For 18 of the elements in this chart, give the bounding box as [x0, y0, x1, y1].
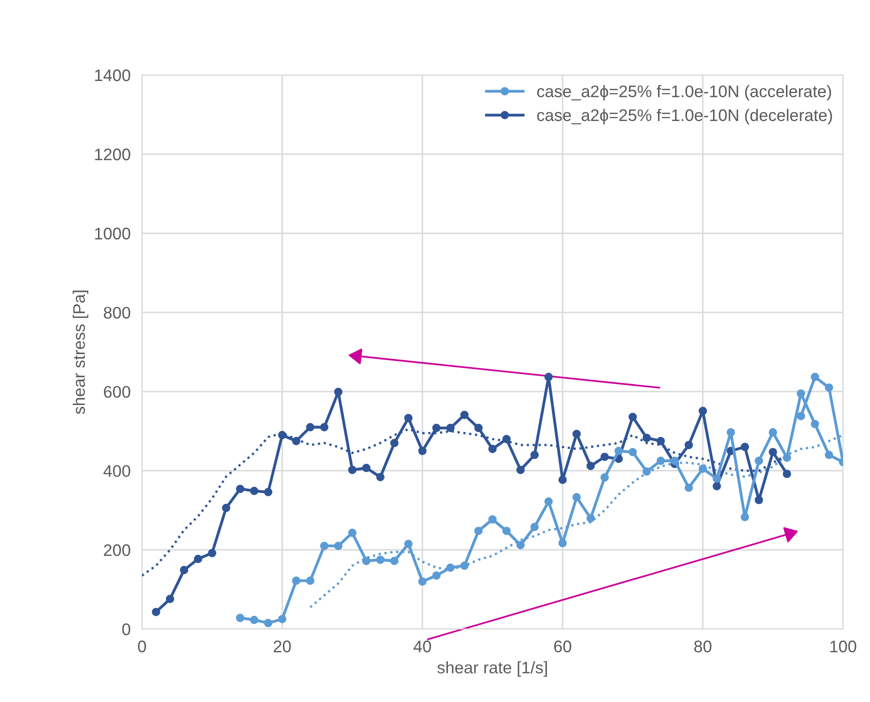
- y-tick-label: 1200: [95, 148, 130, 160]
- y-tick-label: 400: [103, 465, 130, 477]
- y-tick-label: 800: [104, 306, 130, 319]
- x-tick-label: 0: [138, 640, 146, 652]
- x-tick-label: 80: [694, 640, 712, 652]
- x-tick-label: 60: [554, 640, 572, 652]
- y-tick-label: 0: [122, 623, 130, 636]
- x-tick-label: 20: [274, 640, 291, 652]
- x-axis-title: shear rate [1/s]: [437, 661, 547, 677]
- y-axis-title: shear stress [Pa]: [72, 290, 88, 414]
- legend-label: case_a2ϕ=25% f=1.0e-10N (accelerate): [537, 85, 832, 101]
- legend-label: case_a2ϕ=25% f=1.0e-10N (decelerate): [537, 108, 832, 124]
- y-tick-label: 200: [104, 544, 130, 556]
- y-tick-label: 600: [104, 386, 130, 398]
- y-tick-label: 1400: [95, 69, 130, 82]
- y-tick-label: 1000: [95, 228, 130, 240]
- x-tick-label: 40: [414, 640, 432, 652]
- x-tick-label: 100: [830, 640, 856, 652]
